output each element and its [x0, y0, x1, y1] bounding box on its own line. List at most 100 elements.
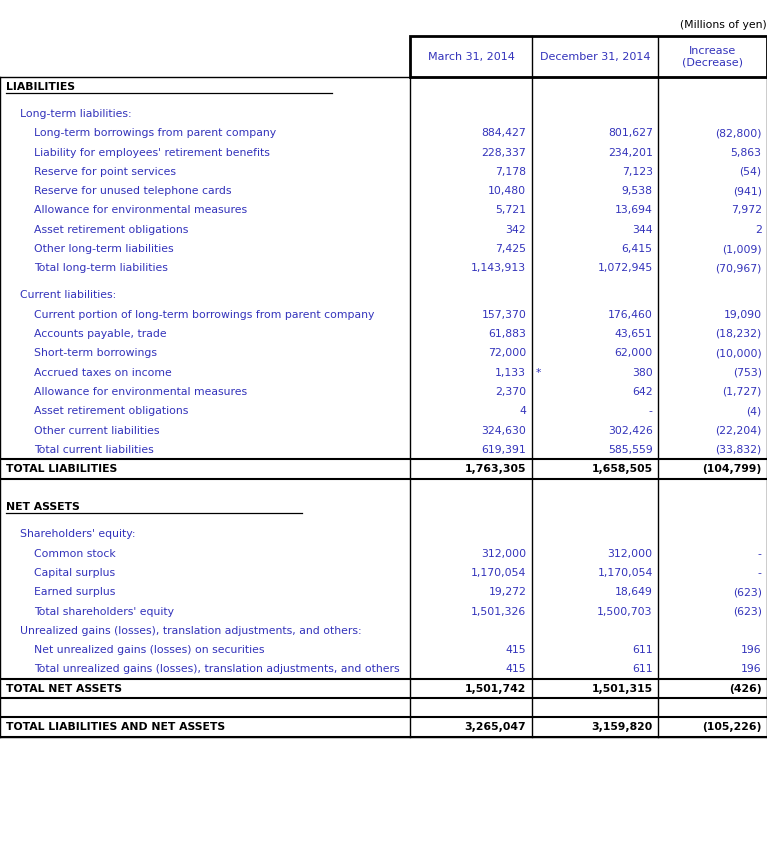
Text: 312,000: 312,000: [607, 548, 653, 559]
Text: -: -: [758, 568, 762, 578]
Text: -: -: [649, 406, 653, 416]
Text: Earned surplus: Earned surplus: [34, 587, 115, 597]
Text: 9,538: 9,538: [622, 186, 653, 196]
Text: 1,072,945: 1,072,945: [597, 263, 653, 274]
Text: 61,883: 61,883: [489, 329, 526, 339]
Text: 380: 380: [632, 367, 653, 378]
Text: NET ASSETS: NET ASSETS: [6, 502, 80, 512]
Text: 2: 2: [755, 225, 762, 235]
Text: Asset retirement obligations: Asset retirement obligations: [34, 225, 188, 235]
Text: 3,265,047: 3,265,047: [465, 722, 526, 732]
Text: Common stock: Common stock: [34, 548, 116, 559]
Text: Allowance for environmental measures: Allowance for environmental measures: [34, 387, 247, 397]
Text: 1,763,305: 1,763,305: [465, 464, 526, 474]
Text: Current liabilities:: Current liabilities:: [20, 290, 116, 300]
Text: Liability for employees' retirement benefits: Liability for employees' retirement bene…: [34, 148, 270, 158]
Text: 7,972: 7,972: [731, 205, 762, 215]
Text: 19,272: 19,272: [489, 587, 526, 597]
Text: -: -: [758, 548, 762, 559]
Text: Total shareholders' equity: Total shareholders' equity: [34, 607, 174, 617]
Text: 1,500,703: 1,500,703: [597, 607, 653, 617]
Text: 415: 415: [505, 664, 526, 674]
Text: 1,170,054: 1,170,054: [597, 568, 653, 578]
Text: 234,201: 234,201: [607, 148, 653, 158]
Text: (426): (426): [729, 684, 762, 694]
Text: (941): (941): [732, 186, 762, 196]
Text: 2,370: 2,370: [495, 387, 526, 397]
Text: 1,501,326: 1,501,326: [471, 607, 526, 617]
Text: TOTAL LIABILITIES AND NET ASSETS: TOTAL LIABILITIES AND NET ASSETS: [6, 722, 225, 732]
Text: December 31, 2014: December 31, 2014: [539, 51, 650, 62]
Text: Long-term borrowings from parent company: Long-term borrowings from parent company: [34, 128, 276, 138]
Text: Long-term liabilities:: Long-term liabilities:: [20, 109, 132, 119]
Text: 1,501,315: 1,501,315: [591, 684, 653, 694]
Text: Short-term borrowings: Short-term borrowings: [34, 348, 156, 359]
Text: (10,000): (10,000): [715, 348, 762, 359]
Text: Unrealized gains (losses), translation adjustments, and others:: Unrealized gains (losses), translation a…: [20, 625, 361, 636]
Text: 884,427: 884,427: [482, 128, 526, 138]
Text: 43,651: 43,651: [615, 329, 653, 339]
Text: (4): (4): [746, 406, 762, 416]
Text: 18,649: 18,649: [615, 587, 653, 597]
Text: 4: 4: [519, 406, 526, 416]
Text: Total current liabilities: Total current liabilities: [34, 444, 153, 455]
Text: Net unrealized gains (losses) on securities: Net unrealized gains (losses) on securit…: [34, 645, 265, 656]
Text: 1,133: 1,133: [495, 367, 526, 378]
Text: 176,460: 176,460: [607, 310, 653, 320]
Text: 7,123: 7,123: [622, 166, 653, 177]
Text: Total long-term liabilities: Total long-term liabilities: [34, 263, 168, 274]
Text: 196: 196: [741, 664, 762, 674]
Text: 157,370: 157,370: [481, 310, 526, 320]
Text: 801,627: 801,627: [607, 128, 653, 138]
Text: 5,863: 5,863: [731, 148, 762, 158]
Text: (753): (753): [732, 367, 762, 378]
Text: TOTAL LIABILITIES: TOTAL LIABILITIES: [6, 464, 117, 474]
Text: Accounts payable, trade: Accounts payable, trade: [34, 329, 166, 339]
Text: 585,559: 585,559: [608, 444, 653, 455]
Text: (33,832): (33,832): [716, 444, 762, 455]
Text: (22,204): (22,204): [716, 426, 762, 436]
Text: (1,727): (1,727): [723, 387, 762, 397]
Text: (104,799): (104,799): [703, 464, 762, 474]
Text: 13,694: 13,694: [615, 205, 653, 215]
Text: 344: 344: [632, 225, 653, 235]
Text: 72,000: 72,000: [488, 348, 526, 359]
Text: Asset retirement obligations: Asset retirement obligations: [34, 406, 188, 416]
Text: 324,630: 324,630: [481, 426, 526, 436]
Text: (623): (623): [732, 587, 762, 597]
Text: 19,090: 19,090: [723, 310, 762, 320]
Text: 312,000: 312,000: [481, 548, 526, 559]
Text: (Millions of yen): (Millions of yen): [680, 20, 767, 30]
Bar: [410, 36, 767, 77]
Text: 196: 196: [741, 645, 762, 656]
Text: Shareholders' equity:: Shareholders' equity:: [20, 529, 136, 540]
Text: (70,967): (70,967): [716, 263, 762, 274]
Text: 302,426: 302,426: [607, 426, 653, 436]
Text: (1,009): (1,009): [722, 244, 762, 254]
Text: 1,170,054: 1,170,054: [471, 568, 526, 578]
Text: 1,658,505: 1,658,505: [591, 464, 653, 474]
Text: (18,232): (18,232): [716, 329, 762, 339]
Text: TOTAL NET ASSETS: TOTAL NET ASSETS: [6, 684, 122, 694]
Text: 342: 342: [505, 225, 526, 235]
Text: 611: 611: [632, 645, 653, 656]
Text: 619,391: 619,391: [482, 444, 526, 455]
Text: March 31, 2014: March 31, 2014: [427, 51, 515, 62]
Text: Other current liabilities: Other current liabilities: [34, 426, 160, 436]
Text: Reserve for unused telephone cards: Reserve for unused telephone cards: [34, 186, 231, 196]
Text: 62,000: 62,000: [614, 348, 653, 359]
Text: 3,159,820: 3,159,820: [591, 722, 653, 732]
Text: (105,226): (105,226): [703, 722, 762, 732]
Text: Increase
(Decrease): Increase (Decrease): [682, 45, 743, 68]
Text: 642: 642: [632, 387, 653, 397]
Text: Accrued taxes on income: Accrued taxes on income: [34, 367, 172, 378]
Text: 1,501,742: 1,501,742: [465, 684, 526, 694]
Text: Allowance for environmental measures: Allowance for environmental measures: [34, 205, 247, 215]
Text: 228,337: 228,337: [482, 148, 526, 158]
Text: Capital surplus: Capital surplus: [34, 568, 115, 578]
Text: Reserve for point services: Reserve for point services: [34, 166, 176, 177]
Text: 611: 611: [632, 664, 653, 674]
Text: 7,425: 7,425: [495, 244, 526, 254]
Text: (623): (623): [732, 607, 762, 617]
Text: Current portion of long-term borrowings from parent company: Current portion of long-term borrowings …: [34, 310, 374, 320]
